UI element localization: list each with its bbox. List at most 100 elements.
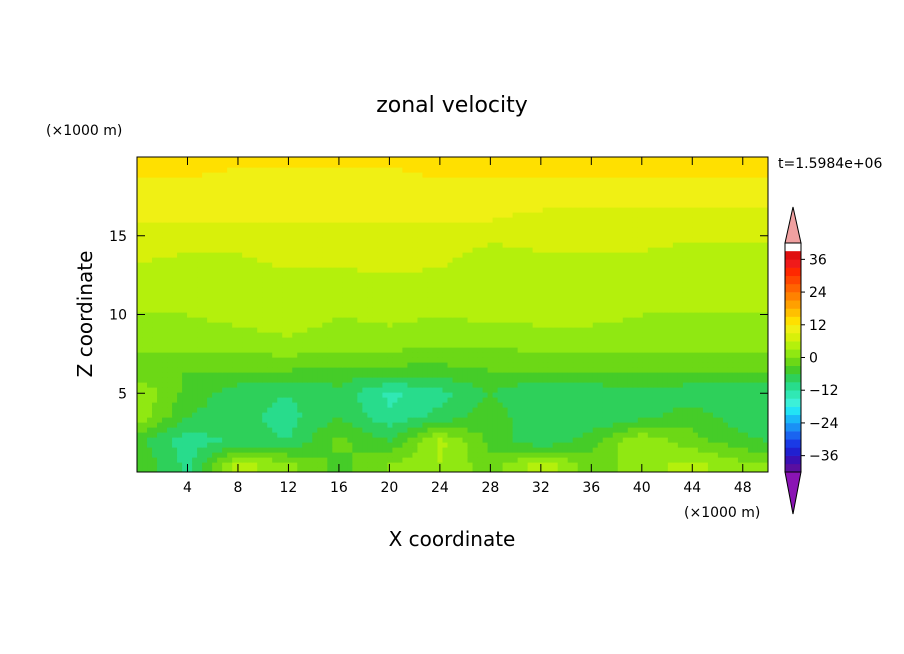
field-cell [172, 352, 178, 358]
field-cell [407, 447, 414, 453]
field-cell [727, 302, 734, 308]
field-cell [287, 387, 293, 393]
field-cell [292, 467, 298, 472]
field-cell [457, 387, 464, 393]
field-cell [467, 387, 474, 393]
field-cell [662, 347, 669, 353]
field-cell [722, 322, 729, 328]
field-cell [392, 402, 399, 408]
field-cell [622, 372, 629, 378]
field-cell [552, 387, 559, 393]
field-cell [482, 327, 489, 333]
field-cell [752, 372, 759, 378]
field-cell [257, 422, 263, 428]
field-cell [712, 327, 719, 333]
field-cell [292, 402, 298, 408]
field-cell [577, 407, 584, 413]
field-cell [487, 417, 494, 423]
field-cell [217, 272, 223, 278]
field-cell [572, 422, 579, 428]
field-cell [532, 347, 539, 353]
field-cell [262, 307, 268, 313]
field-cell [412, 402, 419, 408]
field-cell [142, 367, 148, 373]
field-cell [452, 412, 459, 418]
field-cell [252, 457, 258, 463]
field-cell [697, 422, 704, 428]
field-cell [442, 417, 449, 423]
field-cell [422, 322, 429, 328]
field-cell [252, 447, 258, 453]
field-cell [617, 352, 624, 358]
field-cell [587, 467, 594, 472]
field-cell [532, 427, 539, 433]
field-cell [407, 342, 414, 348]
field-cell [372, 422, 378, 428]
field-cell [752, 417, 759, 423]
field-cell [732, 282, 739, 288]
field-cell [447, 382, 454, 388]
field-cell [167, 432, 173, 438]
field-cell [187, 432, 193, 438]
field-cell [367, 452, 373, 458]
field-cell [682, 467, 689, 472]
field-cell [527, 397, 534, 403]
field-cell [702, 297, 709, 303]
field-cell [627, 437, 634, 443]
field-cell [482, 272, 489, 278]
field-cell [652, 367, 659, 373]
field-cell [367, 337, 373, 343]
field-cell [617, 282, 624, 288]
field-cell [362, 347, 368, 353]
field-cell [387, 292, 394, 298]
field-cell [747, 402, 754, 408]
field-cell [587, 447, 594, 453]
field-cell [527, 467, 534, 472]
field-cell [317, 347, 323, 353]
field-cell [437, 352, 444, 358]
field-cell [317, 437, 323, 443]
field-cell [317, 372, 323, 378]
field-cell [707, 397, 714, 403]
field-cell [757, 467, 764, 472]
field-cell [472, 282, 479, 288]
field-cell [287, 427, 293, 433]
field-cell [652, 417, 659, 423]
field-cell [582, 322, 589, 328]
field-cell [512, 312, 519, 318]
field-cell [247, 332, 253, 338]
field-cell [557, 467, 564, 472]
field-cell [737, 437, 744, 443]
field-cell [417, 387, 424, 393]
field-cell [487, 297, 494, 303]
field-cell [157, 347, 163, 353]
field-cell [227, 447, 233, 453]
field-cell [257, 337, 263, 343]
field-cell [237, 422, 243, 428]
field-cell [662, 397, 669, 403]
field-cell [277, 352, 283, 358]
field-cell [437, 432, 444, 438]
field-cell [697, 362, 704, 368]
field-cell [157, 442, 163, 448]
field-cell [447, 462, 454, 468]
field-cell [147, 447, 153, 453]
field-cell [377, 317, 383, 323]
field-cell [137, 382, 143, 388]
field-cell [677, 372, 684, 378]
field-cell [232, 322, 238, 328]
field-cell [537, 342, 544, 348]
field-cell [707, 417, 714, 423]
field-cell [332, 337, 338, 343]
field-cell [407, 317, 414, 323]
field-cell [277, 467, 283, 472]
field-cell [642, 462, 649, 468]
field-cell [302, 407, 308, 413]
field-cell [752, 442, 759, 448]
field-cell [727, 307, 734, 313]
field-cell [762, 387, 768, 393]
field-cell [162, 402, 168, 408]
field-cell [512, 387, 519, 393]
field-cell [242, 317, 248, 323]
field-cell [662, 337, 669, 343]
